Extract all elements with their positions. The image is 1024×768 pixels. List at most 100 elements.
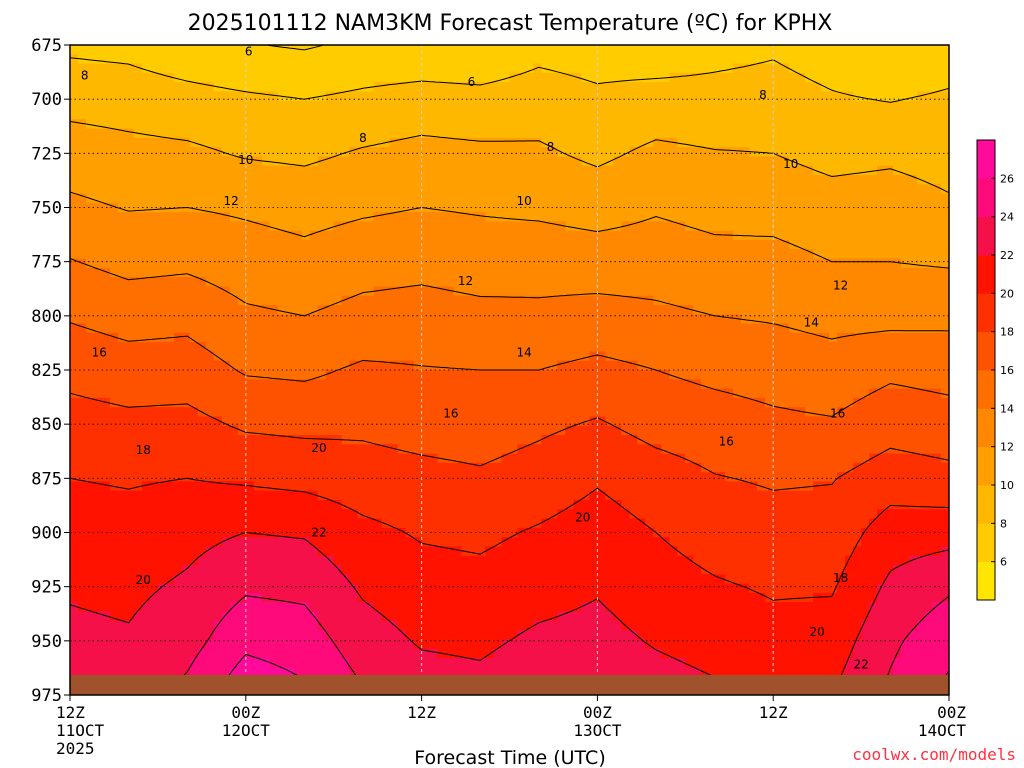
field-cell [357,611,367,622]
field-cell [245,249,255,260]
field-cell [165,583,175,594]
field-cell [141,620,151,631]
field-cell [477,667,487,678]
field-cell [589,45,598,55]
field-cell [253,565,263,575]
field-cell [405,249,415,260]
field-cell [173,472,183,483]
field-cell [245,277,255,288]
field-cell [397,667,407,678]
field-cell [173,156,183,167]
field-cell [493,258,503,269]
field-cell [293,295,303,306]
field-cell [285,342,295,353]
field-cell [509,212,519,223]
field-cell [597,100,606,111]
field-cell [405,342,415,353]
field-cell [437,379,447,390]
field-cell [133,537,143,548]
field-cell [397,379,407,390]
field-cell [621,342,630,353]
field-cell [301,583,311,594]
field-cell [325,351,335,362]
field-cell [469,592,479,603]
field-cell [301,221,311,232]
field-cell [581,72,591,83]
field-cell [101,128,111,139]
field-cell [541,110,551,120]
field-cell [445,100,455,111]
field-cell [453,546,463,557]
field-cell [70,72,79,83]
field-cell [589,425,598,436]
field-cell [181,602,191,613]
field-cell [157,537,167,548]
field-cell [525,444,535,455]
field-cell [429,565,439,575]
field-cell [461,267,471,278]
field-cell [261,91,271,102]
field-cell [533,249,543,260]
field-cell [389,147,399,158]
field-cell [117,379,127,390]
field-cell [469,620,479,631]
field-cell [501,267,511,278]
field-cell [221,537,231,548]
field-cell [349,592,359,603]
field-cell [349,267,359,278]
field-cell [581,620,591,631]
field-cell [285,267,295,278]
field-cell [85,574,95,585]
field-cell [365,592,375,603]
field-cell [77,565,87,575]
field-cell [349,416,359,427]
field-cell [517,351,527,362]
field-cell [597,240,606,250]
field-cell [397,620,407,631]
field-cell [605,537,614,548]
field-cell [621,453,630,464]
field-cell [157,258,167,269]
field-cell [341,128,351,139]
field-cell [213,230,223,241]
field-cell [173,592,183,603]
field-cell [333,388,343,399]
field-cell [429,82,439,93]
field-cell [413,657,423,668]
field-cell [237,657,247,668]
field-cell [133,602,143,613]
field-cell [245,583,255,594]
field-cell [277,54,287,65]
field-cell [405,137,415,148]
field-cell [437,305,447,315]
field-cell [493,110,503,120]
field-cell [341,490,351,501]
field-cell [197,128,207,139]
field-cell [149,342,159,353]
field-cell [237,648,247,659]
field-cell [165,518,175,529]
field-cell [149,91,159,102]
field-cell [605,639,614,650]
field-cell [613,305,622,315]
field-cell [245,611,255,622]
field-cell [261,453,271,464]
field-cell [261,212,271,223]
field-cell [109,110,119,120]
field-cell [70,657,79,668]
field-cell [533,397,543,408]
field-cell [469,110,479,120]
field-cell [141,481,151,492]
field-cell [381,240,391,250]
field-cell [421,555,431,566]
field-cell [509,518,519,529]
field-cell [509,100,519,111]
field-cell [405,583,415,594]
field-cell [173,462,183,473]
field-cell [621,72,630,83]
field-cell [221,193,231,204]
field-cell [221,230,231,241]
field-cell [517,592,527,603]
field-cell [125,611,135,622]
field-cell [293,267,303,278]
